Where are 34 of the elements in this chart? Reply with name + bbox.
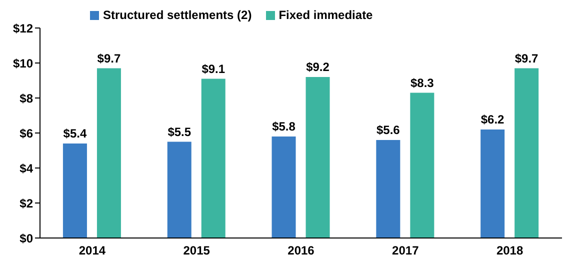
x-tick-label: 2017 xyxy=(392,244,420,258)
legend-label: Structured settlements (2) xyxy=(103,8,252,22)
y-tick-label: $4 xyxy=(20,161,34,176)
x-tick-label: 2018 xyxy=(496,244,524,258)
bar xyxy=(306,77,330,238)
data-label: $5.5 xyxy=(168,124,192,139)
y-tick-label: $2 xyxy=(20,196,34,210)
x-tick-label: 2016 xyxy=(288,244,315,258)
bar xyxy=(96,68,121,238)
bar xyxy=(62,144,87,238)
data-label: $9.2 xyxy=(306,60,330,74)
data-label: $9.1 xyxy=(202,62,226,76)
data-label: $9.7 xyxy=(97,51,121,66)
data-label: $5.4 xyxy=(63,126,87,140)
x-tick-label: 2014 xyxy=(78,244,106,258)
bar xyxy=(410,92,434,238)
x-tick-label: 2015 xyxy=(183,244,210,258)
data-label: $5.6 xyxy=(376,123,400,137)
y-tick-label: $0 xyxy=(20,231,34,246)
y-tick-label: $8 xyxy=(20,91,34,106)
bar xyxy=(376,140,400,238)
bar xyxy=(480,130,505,238)
y-tick-label: $10 xyxy=(12,56,34,70)
y-tick-label: $12 xyxy=(12,21,34,36)
bar xyxy=(167,142,192,238)
y-tick-label: $6 xyxy=(20,126,34,140)
bar xyxy=(272,136,296,238)
data-label: $5.8 xyxy=(272,120,296,134)
bar xyxy=(514,68,539,238)
data-label: $8.3 xyxy=(410,76,434,90)
data-label: $6.2 xyxy=(480,112,505,126)
data-label: $9.7 xyxy=(514,51,539,66)
legend-label: Fixed immediate xyxy=(278,8,373,22)
bar xyxy=(201,78,226,238)
